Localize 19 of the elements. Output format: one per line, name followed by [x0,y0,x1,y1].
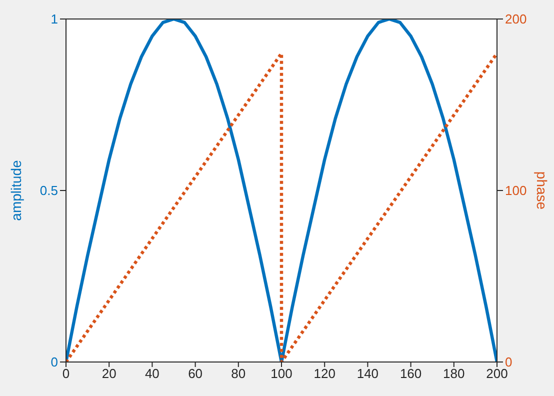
y2-axis-title: phase [534,171,550,210]
x-tick-label: 140 [356,366,379,382]
y-axis-title: amplitude [8,160,24,221]
y-tick-label: 0.5 [40,183,58,198]
x-tick-label: 80 [231,366,246,382]
x-tick-label: 100 [270,366,292,382]
y2-tick-label: 100 [505,183,527,198]
x-tick-label: 200 [486,366,508,382]
x-tick-label: 60 [188,366,203,382]
y-tick-label: 0 [50,354,58,370]
x-tick-label: 40 [144,366,160,382]
x-tick-label: 20 [102,366,116,382]
y2-tick-label: 200 [505,12,527,27]
y2-tick-label: 0 [505,354,512,370]
x-tick-label: 120 [314,366,336,382]
x-tick-label: 160 [400,366,422,382]
x-tick-label: 0 [62,366,70,382]
y-tick-label: 1 [50,12,58,27]
x-tick-label: 180 [443,366,465,382]
